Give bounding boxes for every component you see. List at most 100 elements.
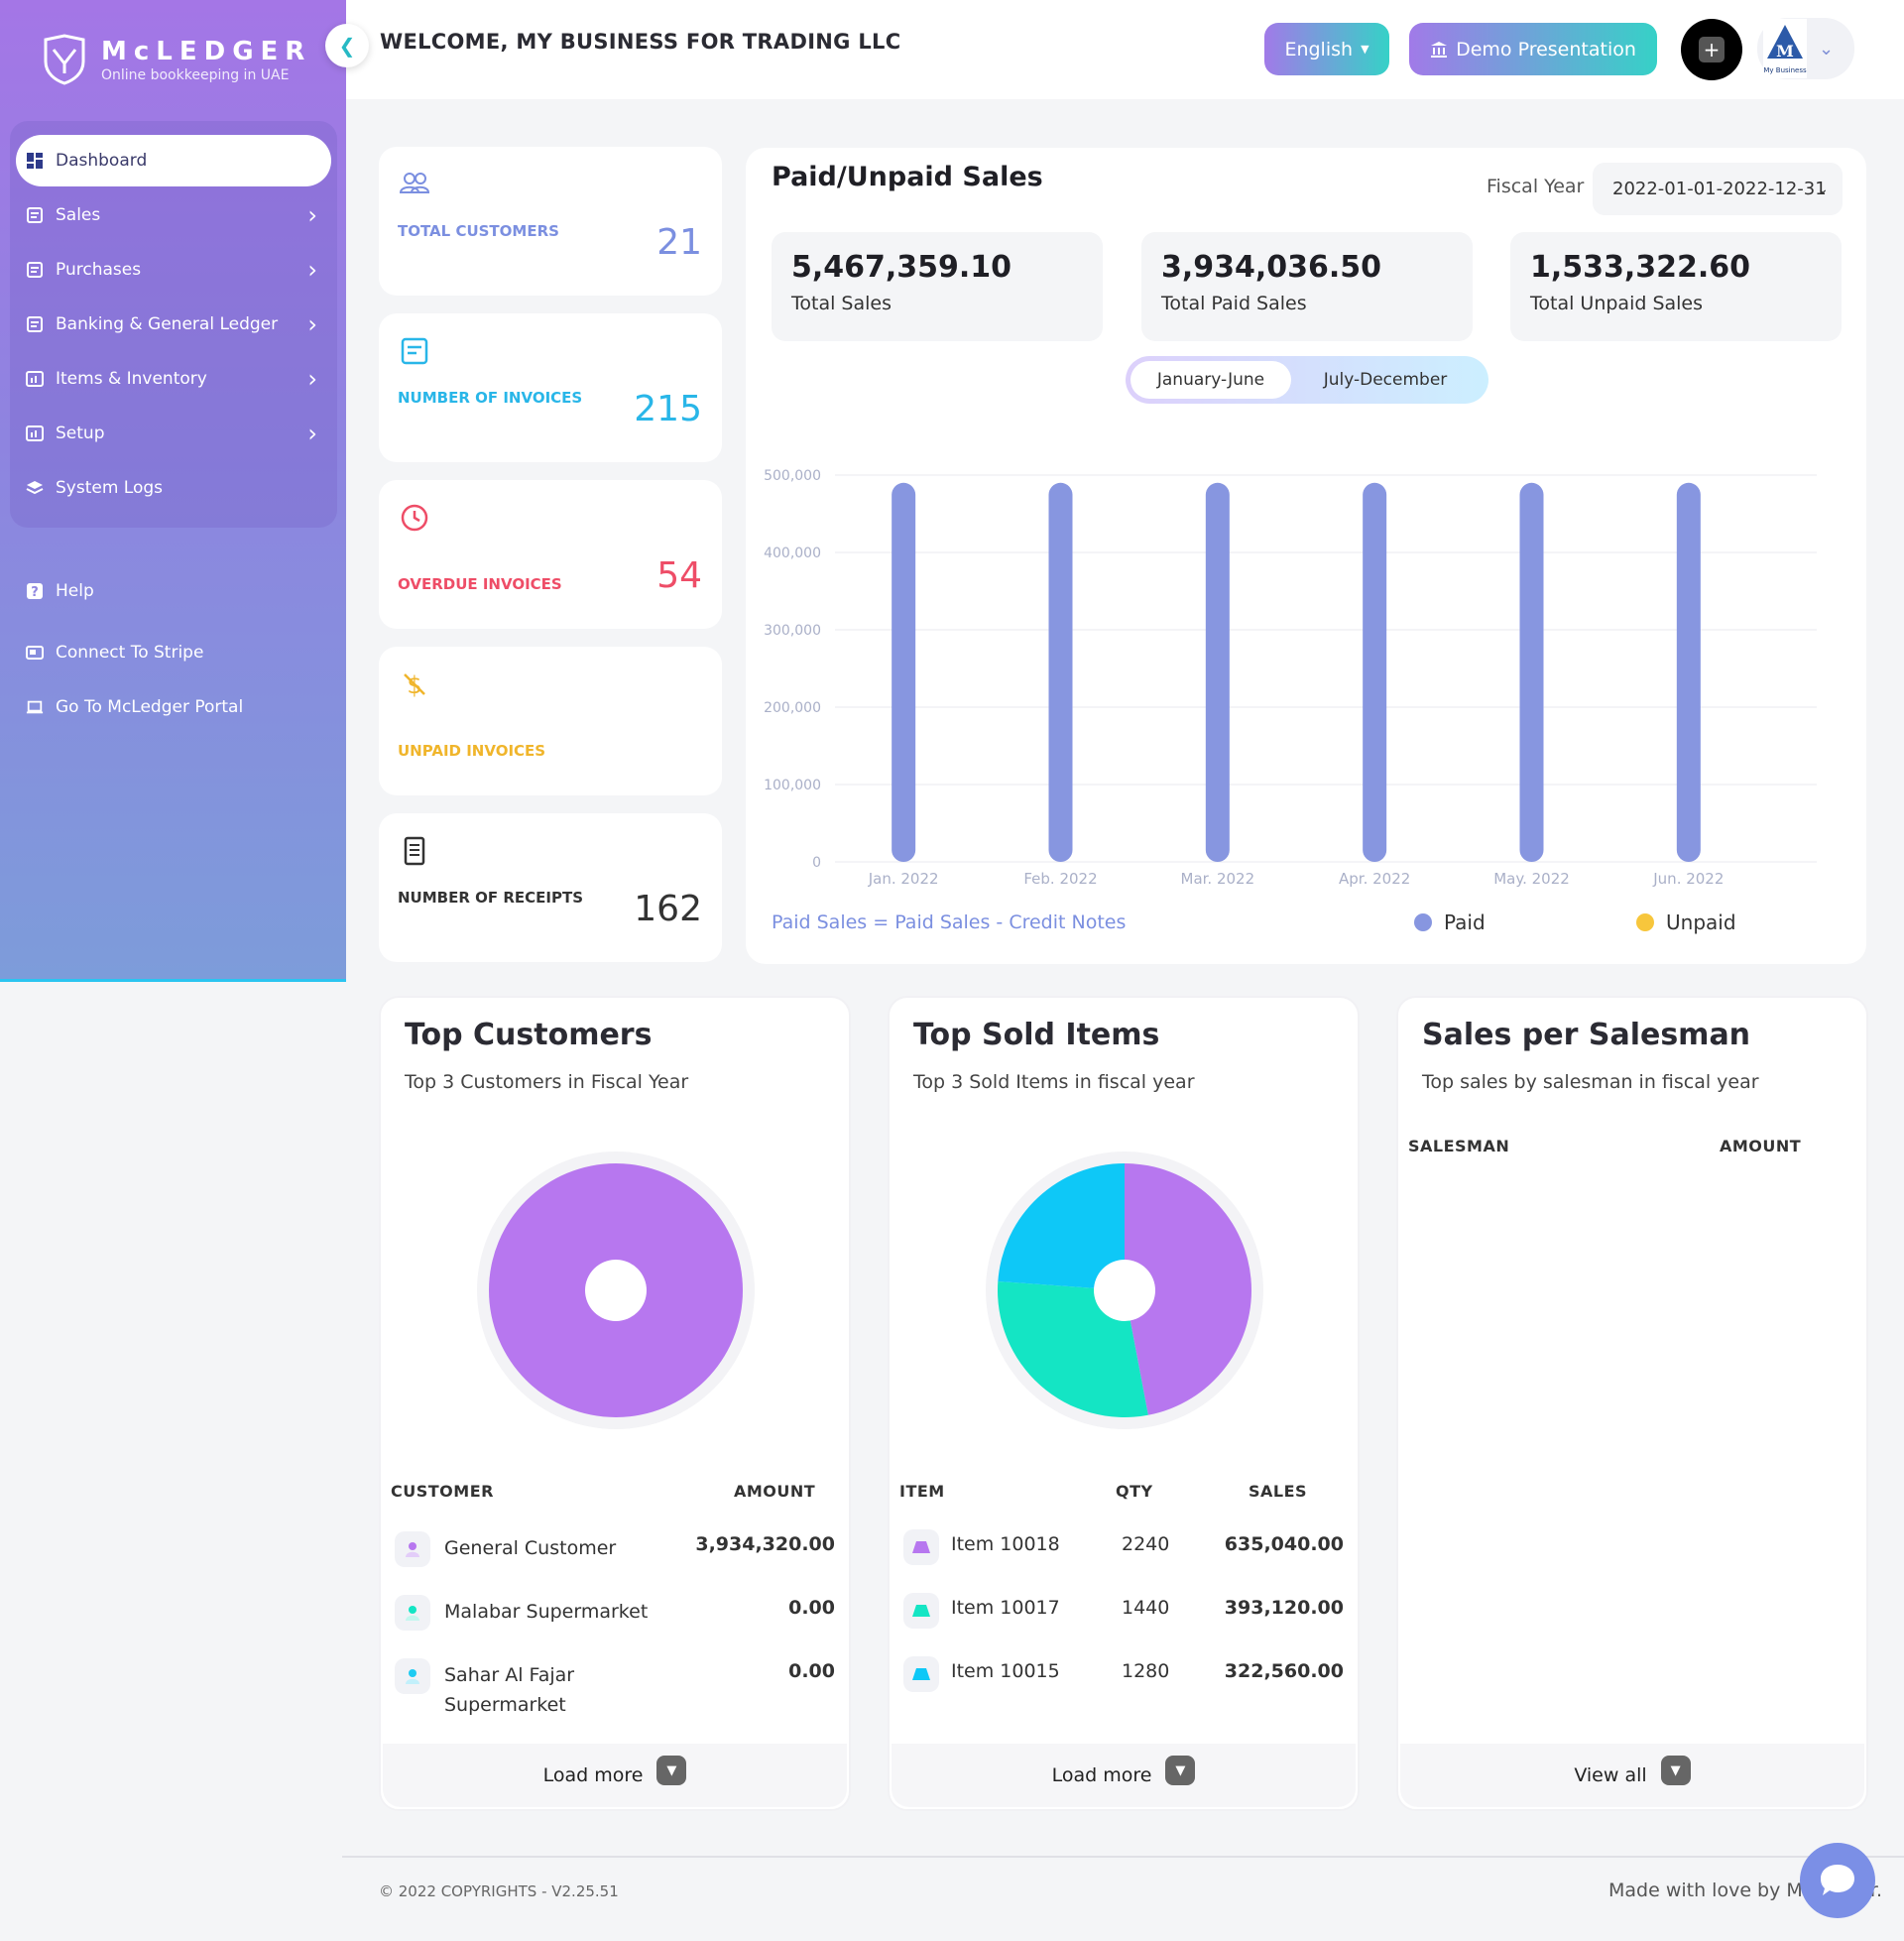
help-icon: ? [26, 582, 44, 600]
chevron-left-icon: ❮ [338, 34, 356, 58]
brand[interactable]: McLEDGER Online bookkeeping in UAE [42, 34, 311, 85]
sidebar-item-label: Go To McLedger Portal [56, 697, 244, 717]
sidebar-item-sales[interactable]: Sales › [16, 189, 331, 241]
pie-hole [585, 1260, 647, 1321]
brand-name: McLEDGER [101, 36, 312, 66]
panel-title: Paid/Unpaid Sales [772, 162, 1043, 192]
item-name[interactable]: Item 10017 [951, 1597, 1060, 1619]
sidebar-item-label: System Logs [56, 478, 164, 498]
item-sales: 393,120.00 [1224, 1597, 1344, 1619]
stat-number-of-invoices[interactable]: NUMBER OF INVOICES 215 [379, 313, 722, 462]
kpi-label: Total Unpaid Sales [1530, 293, 1704, 314]
caret-down-icon: ▼ [1361, 43, 1369, 56]
legend-label: Paid [1444, 910, 1486, 934]
item-qty: 2240 [1122, 1533, 1170, 1555]
load-more-button[interactable]: Load more ▼ [383, 1744, 847, 1807]
chevron-right-icon: › [307, 201, 317, 229]
item-sales: 322,560.00 [1224, 1660, 1344, 1682]
stat-total-customers[interactable]: TOTAL CUSTOMERS 21 [379, 147, 722, 296]
bar-paid[interactable] [1519, 482, 1544, 862]
document-icon [26, 261, 44, 279]
sidebar-item-label: Dashboard [56, 151, 148, 171]
sidebar-item-help[interactable]: ? Help [16, 565, 333, 617]
sidebar-item-banking-general-ledger[interactable]: Banking & General Ledger › [16, 299, 331, 350]
load-more-button[interactable]: Load more ▼ [892, 1744, 1356, 1807]
x-tick-label: Apr. 2022 [1339, 870, 1410, 888]
chevron-down-icon: ▼ [656, 1756, 687, 1785]
pie-slice[interactable] [998, 1163, 1125, 1290]
kpi-total-unpaid-sales: 1,533,322.60 Total Unpaid Sales [1510, 232, 1842, 341]
demo-label: Demo Presentation [1456, 38, 1636, 61]
card-subtitle: Top 3 Customers in Fiscal Year [405, 1071, 689, 1093]
bar-paid[interactable] [1363, 482, 1387, 862]
paid-unpaid-bar-chart: 0 100,000 200,000 300,000 400,000 500,000 Jan.… [764, 468, 1817, 888]
fiscal-year-select[interactable]: 2022-01-01-2022-12-31 ⌄ [1593, 163, 1843, 215]
plus-icon: + [1699, 37, 1725, 62]
item-icon [903, 1656, 939, 1692]
sidebar-item-portal[interactable]: Go To McLedger Portal [16, 681, 333, 733]
quick-add-button[interactable]: + [1681, 19, 1742, 80]
kpi-value: 3,934,036.50 [1161, 250, 1382, 285]
y-tick-label: 500,000 [764, 468, 821, 484]
customer-name[interactable]: General Customer [444, 1537, 617, 1559]
stat-number-of-receipts[interactable]: NUMBER OF RECEIPTS 162 [379, 813, 722, 962]
item-qty: 1440 [1122, 1597, 1170, 1619]
legend-unpaid[interactable]: Unpaid [1636, 910, 1736, 934]
legend-paid[interactable]: Paid [1414, 910, 1486, 934]
chart-box-icon [26, 370, 44, 388]
column-header-sales: SALES [1249, 1482, 1308, 1501]
x-tick-label: Mar. 2022 [1181, 870, 1255, 888]
sidebar-item-label: Help [56, 581, 94, 601]
view-all-button[interactable]: View all ▼ [1400, 1744, 1864, 1807]
column-header-item: ITEM [899, 1482, 945, 1501]
sidebar-item-system-logs[interactable]: System Logs [16, 462, 331, 514]
column-header-salesman: SALESMAN [1408, 1137, 1510, 1155]
svg-text:My Business: My Business [1763, 66, 1807, 74]
stat-value: 162 [634, 889, 702, 929]
toggle-january-june[interactable]: January-June [1130, 361, 1291, 399]
item-name[interactable]: Item 10018 [951, 1533, 1060, 1555]
sidebar-item-dashboard[interactable]: Dashboard [16, 135, 331, 186]
kpi-total-paid-sales: 3,934,036.50 Total Paid Sales [1141, 232, 1473, 341]
chat-button[interactable] [1800, 1843, 1875, 1918]
column-header-amount: AMOUNT [734, 1482, 816, 1501]
users-icon [399, 173, 430, 193]
pie-slice[interactable] [1125, 1163, 1252, 1415]
kpi-value: 1,533,322.60 [1530, 250, 1751, 285]
sidebar-item-label: Setup [56, 424, 105, 443]
customer-avatar-icon [395, 1658, 430, 1694]
svg-text:?: ? [31, 585, 39, 600]
account-menu[interactable]: M My Business ⌄ [1757, 18, 1854, 79]
legend-dot [1636, 913, 1654, 931]
stat-value: 21 [656, 222, 702, 263]
customer-amount: 0.00 [788, 1660, 835, 1682]
bar-paid[interactable] [892, 482, 916, 862]
sidebar-menu: Dashboard Sales › Purchases › Banking & Gener… [10, 121, 337, 528]
collapse-sidebar-button[interactable]: ❮ [325, 24, 369, 67]
stat-unpaid-invoices[interactable]: $ UNPAID INVOICES [379, 647, 722, 795]
bar-paid[interactable] [1048, 482, 1073, 862]
bar-paid[interactable] [1205, 482, 1230, 862]
item-name[interactable]: Item 10015 [951, 1660, 1060, 1682]
sidebar-item-items-inventory[interactable]: Items & Inventory › [16, 353, 331, 405]
bar-paid[interactable] [1676, 482, 1701, 862]
legend-label: Unpaid [1666, 910, 1736, 934]
chat-bubble-icon [1821, 1865, 1854, 1895]
business-logo: M My Business [1763, 19, 1807, 78]
stat-value: 54 [656, 555, 702, 596]
layers-icon [26, 479, 44, 497]
chevron-right-icon: › [307, 310, 317, 338]
x-tick-label: Jun. 2022 [1652, 870, 1724, 888]
footer-divider [342, 1856, 1904, 1858]
sidebar-item-connect-stripe[interactable]: Connect To Stripe [16, 627, 333, 678]
kpi-total-sales: 5,467,359.10 Total Sales [772, 232, 1103, 341]
stat-overdue-invoices[interactable]: OVERDUE INVOICES 54 [379, 480, 722, 629]
customer-name[interactable]: Sahar Al Fajar Supermarket [444, 1664, 575, 1716]
sidebar-item-setup[interactable]: Setup › [16, 408, 331, 459]
toggle-july-december[interactable]: July-December [1323, 370, 1448, 390]
customer-name[interactable]: Malabar Supermarket [444, 1601, 649, 1623]
language-dropdown[interactable]: English ▼ [1264, 23, 1389, 75]
demo-presentation-button[interactable]: Demo Presentation [1409, 23, 1657, 75]
sidebar-item-label: Sales [56, 205, 101, 225]
sidebar-item-purchases[interactable]: Purchases › [16, 244, 331, 296]
